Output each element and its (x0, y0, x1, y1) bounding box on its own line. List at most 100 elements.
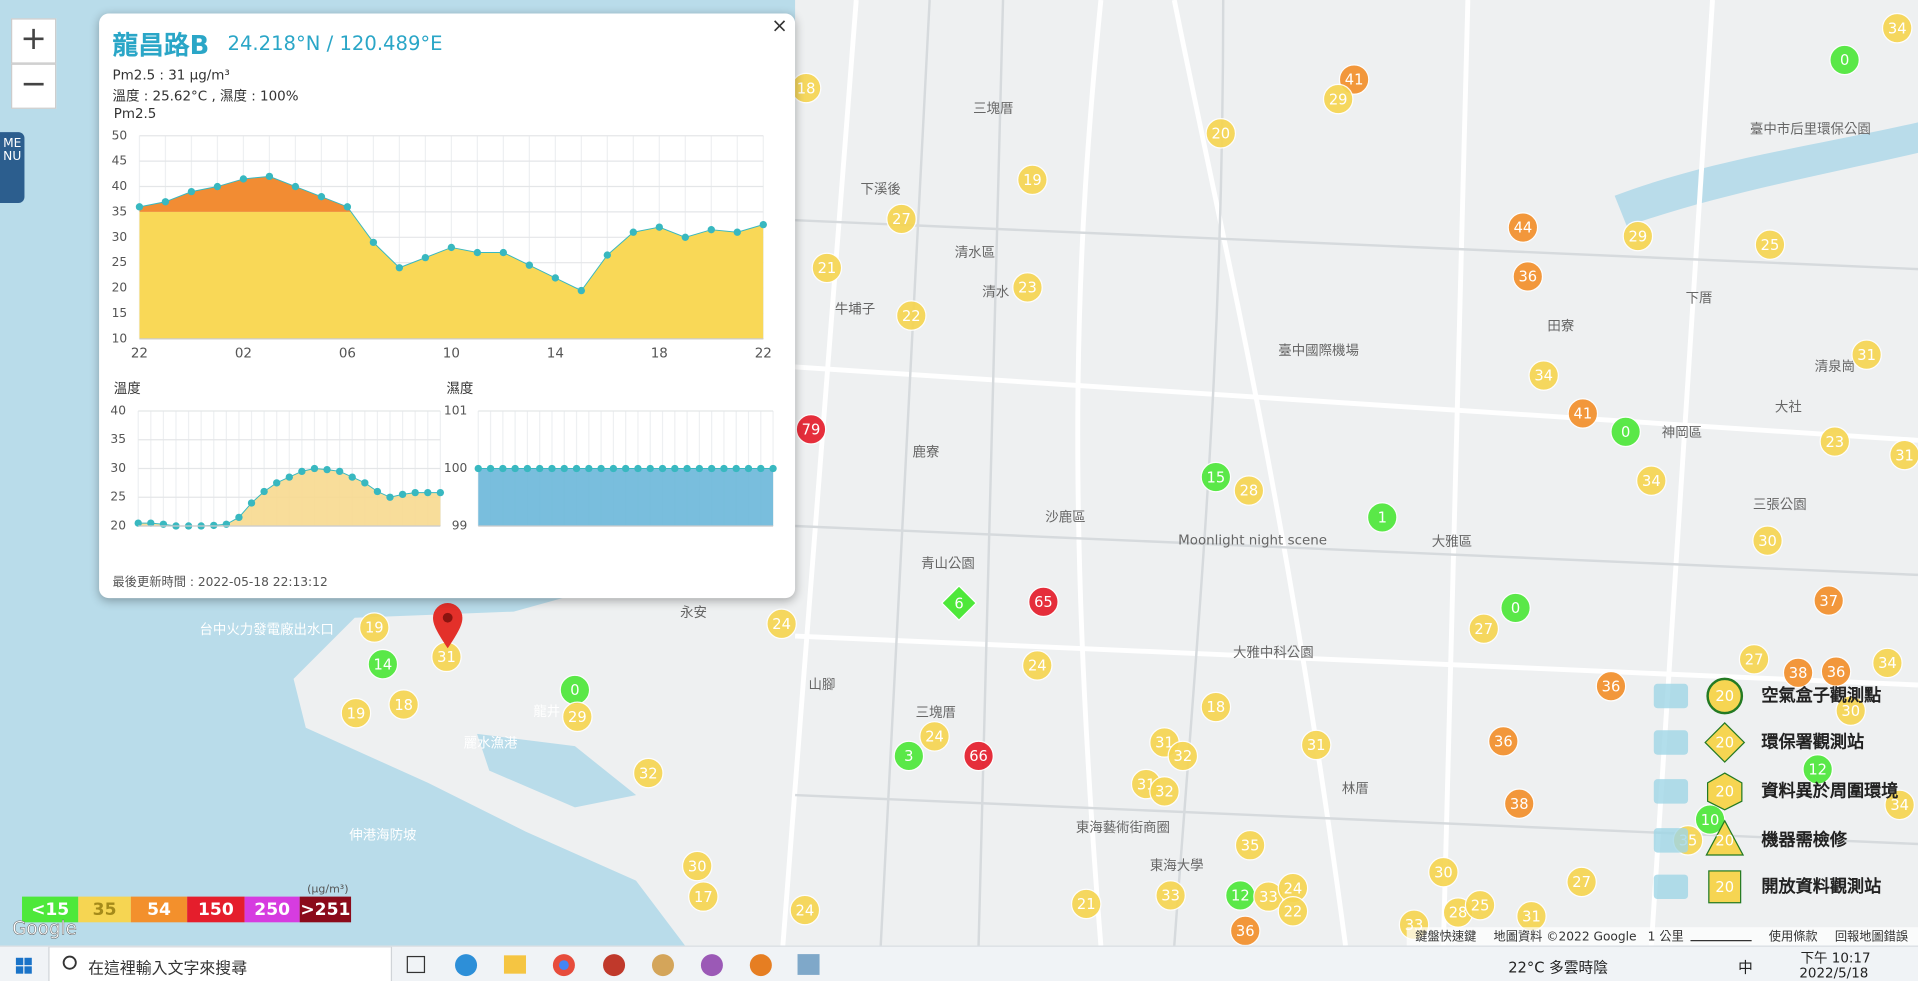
marker-value[interactable]: 19 (1023, 172, 1042, 189)
marker-value[interactable]: 19 (347, 705, 366, 722)
station-marker[interactable]: 24 (919, 721, 950, 752)
station-marker[interactable]: 36 (1512, 261, 1544, 292)
search-placeholder[interactable]: 在這裡輸入文字來搜尋 (88, 960, 248, 979)
marker-value[interactable]: 27 (1745, 652, 1764, 669)
station-marker[interactable]: 23 (1819, 426, 1851, 457)
marker-value[interactable]: 41 (1574, 406, 1593, 423)
station-marker[interactable]: 36 (1488, 725, 1519, 757)
marker-value[interactable]: 34 (1534, 368, 1553, 385)
marker-circle[interactable] (388, 689, 419, 720)
marker-value[interactable]: 25 (1471, 897, 1490, 914)
marker-value[interactable]: 66 (969, 748, 988, 765)
marker-value[interactable]: 32 (1155, 784, 1174, 801)
marker-value[interactable]: 38 (1510, 796, 1529, 813)
app-icon[interactable] (797, 954, 820, 975)
marker-value[interactable]: 31 (1895, 447, 1914, 464)
station-marker[interactable]: 18 (1200, 691, 1232, 723)
start-button[interactable] (15, 957, 32, 974)
station-marker[interactable]: 34 (1528, 360, 1559, 391)
station-marker[interactable]: 31 (1516, 900, 1547, 932)
marker-circle[interactable] (688, 881, 719, 912)
marker-value[interactable]: 24 (1284, 880, 1303, 897)
marker-circle[interactable] (1503, 788, 1535, 819)
weather[interactable]: 22°C 多雲時陰 (1508, 958, 1608, 977)
close-button[interactable]: × (771, 13, 788, 37)
marker-circle[interactable] (1233, 475, 1265, 506)
station-marker[interactable]: 36 (1229, 915, 1261, 946)
marker-value[interactable]: 30 (1434, 864, 1453, 881)
station-marker[interactable]: 0 (1829, 44, 1860, 76)
task-view[interactable] (406, 955, 426, 974)
marker-circle[interactable] (893, 740, 925, 772)
marker-value[interactable]: 31 (1155, 735, 1174, 752)
marker-circle[interactable] (1872, 647, 1903, 679)
marker-circle[interactable] (1021, 650, 1053, 681)
marker-value[interactable]: 34 (1888, 20, 1907, 37)
station-marker[interactable]: 27 (1468, 613, 1500, 645)
marker-circle[interactable] (1500, 592, 1531, 624)
marker-value[interactable]: 0 (570, 682, 579, 699)
station-marker[interactable]: 0 (559, 674, 591, 706)
marker-circle[interactable] (1012, 272, 1043, 303)
zoom-in[interactable]: + (11, 18, 57, 64)
station-marker[interactable]: 19 (340, 697, 372, 729)
station-marker[interactable]: 30 (1835, 695, 1867, 726)
station-marker[interactable]: 30 (1752, 525, 1783, 556)
marker-circle[interactable] (1028, 586, 1059, 618)
marker-value[interactable]: 28 (1240, 483, 1259, 500)
marker-value[interactable]: 33 (1259, 889, 1278, 906)
marker-value[interactable]: 23 (1018, 280, 1037, 297)
marker-circle[interactable] (1610, 416, 1641, 448)
marker-circle[interactable] (1889, 439, 1918, 471)
marker-value[interactable]: 65 (1034, 594, 1053, 611)
marker-value[interactable]: 0 (1511, 600, 1520, 617)
marker-circle[interactable] (1428, 856, 1459, 888)
marker-circle[interactable] (340, 697, 372, 729)
marker-circle[interactable] (896, 300, 927, 331)
marker-value[interactable]: 31 (1307, 737, 1326, 754)
marker-circle[interactable] (1277, 896, 1309, 927)
marker-circle[interactable] (1322, 83, 1354, 115)
marker-circle[interactable] (963, 740, 994, 772)
station-marker[interactable]: 27 (886, 203, 917, 235)
station-marker[interactable]: 31 (1889, 439, 1918, 471)
marker-value[interactable]: 15 (1207, 469, 1226, 486)
marker-circle[interactable] (633, 757, 664, 789)
map[interactable]: 三塊厝下溪後清水區牛埔子清水鹿寮沙鹿區三塊厝田寮神岡區大社臺中國際機場龍井永安山… (0, 0, 1918, 946)
station-marker[interactable]: 24 (766, 608, 797, 640)
marker-circle[interactable] (1234, 829, 1266, 861)
station-marker[interactable]: 38 (1782, 657, 1814, 689)
station-marker[interactable]: 0 (1610, 416, 1641, 448)
marker-value[interactable]: 24 (772, 616, 791, 633)
station-marker[interactable]: 35 (1234, 829, 1266, 861)
marker-circle[interactable] (1464, 889, 1496, 921)
marker-value[interactable]: 32 (639, 765, 658, 782)
clock-date[interactable]: 2022/5/18 (1799, 965, 1869, 981)
marker-circle[interactable] (789, 894, 821, 926)
station-marker[interactable]: 19 (359, 612, 390, 643)
marker-value[interactable]: 29 (1629, 228, 1648, 245)
station-marker[interactable]: 36 (1820, 656, 1852, 687)
marker-value[interactable]: 6 (954, 595, 963, 612)
marker-circle[interactable] (1070, 888, 1102, 920)
station-marker[interactable]: 79 (795, 414, 827, 445)
marker-circle[interactable] (1366, 502, 1398, 533)
marker-circle[interactable] (367, 648, 399, 680)
marker-value[interactable]: 38 (1789, 665, 1808, 682)
marker-circle[interactable] (1813, 585, 1844, 616)
station-marker[interactable]: 32 (633, 757, 664, 789)
station-marker[interactable]: 34 (1881, 12, 1913, 44)
marker-value[interactable]: 37 (1819, 593, 1838, 610)
marker-circle[interactable] (1754, 229, 1786, 260)
marker-value[interactable]: 44 (1514, 220, 1533, 237)
marker-value[interactable]: 36 (1236, 923, 1255, 940)
marker-circle[interactable] (1622, 220, 1654, 252)
marker-value[interactable]: 34 (1890, 797, 1909, 814)
station-marker[interactable]: 31 (1851, 339, 1882, 371)
marker-value[interactable]: 21 (818, 260, 837, 277)
marker-value[interactable]: 23 (1825, 434, 1844, 451)
marker-circle[interactable] (1528, 360, 1559, 391)
zoom-out[interactable]: − (11, 63, 57, 109)
station-marker[interactable]: 18 (388, 689, 419, 720)
station-marker[interactable]: 15 (1200, 461, 1232, 493)
